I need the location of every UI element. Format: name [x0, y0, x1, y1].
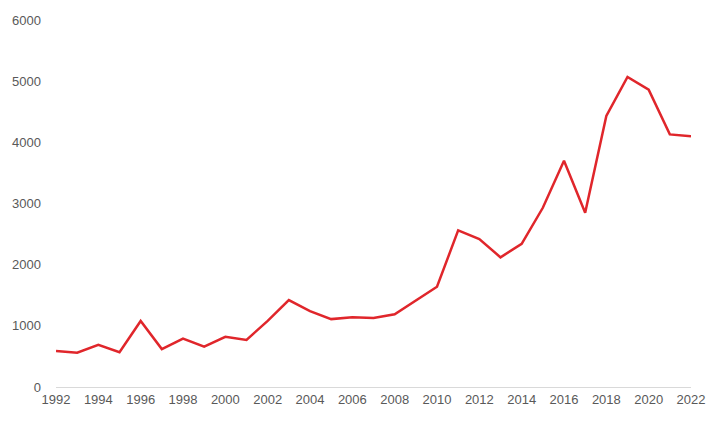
svg-text:2010: 2010 — [423, 392, 452, 407]
svg-text:2022: 2022 — [677, 392, 706, 407]
svg-text:2002: 2002 — [253, 392, 282, 407]
svg-text:2012: 2012 — [465, 392, 494, 407]
svg-text:4000: 4000 — [12, 135, 41, 150]
svg-text:1000: 1000 — [12, 318, 41, 333]
svg-text:2020: 2020 — [634, 392, 663, 407]
svg-text:2018: 2018 — [592, 392, 621, 407]
svg-text:6000: 6000 — [12, 13, 41, 28]
svg-text:2014: 2014 — [507, 392, 536, 407]
svg-text:2004: 2004 — [296, 392, 325, 407]
svg-text:2016: 2016 — [550, 392, 579, 407]
svg-text:2000: 2000 — [12, 257, 41, 272]
svg-text:2000: 2000 — [211, 392, 240, 407]
svg-text:1994: 1994 — [84, 392, 113, 407]
svg-text:2008: 2008 — [380, 392, 409, 407]
svg-text:5000: 5000 — [12, 74, 41, 89]
svg-text:0: 0 — [34, 380, 41, 395]
svg-text:1992: 1992 — [42, 392, 71, 407]
svg-text:1996: 1996 — [126, 392, 155, 407]
svg-text:3000: 3000 — [12, 196, 41, 211]
svg-text:1998: 1998 — [169, 392, 198, 407]
svg-text:2006: 2006 — [338, 392, 367, 407]
